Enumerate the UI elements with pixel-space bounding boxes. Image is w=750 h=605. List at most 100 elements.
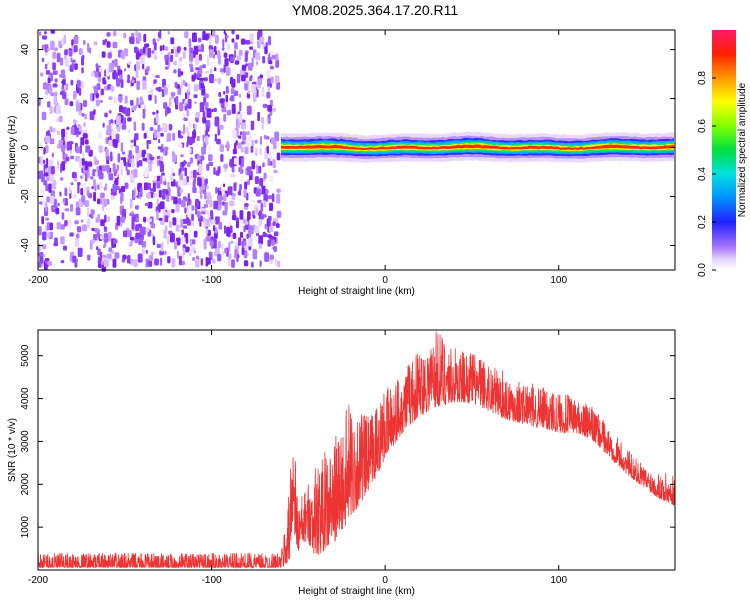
spectrogram-noise-cell <box>231 214 237 221</box>
spectrogram-noise-cell <box>129 236 135 241</box>
spectrogram-noise-cell <box>87 42 90 53</box>
spectrogram-noise-cell <box>87 161 93 167</box>
x-tick-label: 100 <box>550 275 567 286</box>
spectrogram-noise-cell <box>192 169 197 179</box>
spectrogram-noise-cell <box>57 130 60 136</box>
spectrogram-noise-cell <box>131 210 134 218</box>
y-tick-label: 2000 <box>20 473 31 496</box>
spectrogram-noise-cell <box>110 119 114 124</box>
spectrogram-noise-cell <box>135 70 139 79</box>
spectrogram-noise-cell <box>158 160 164 165</box>
spectrogram-noise-cell <box>155 75 160 78</box>
spectrogram-noise-cell <box>206 163 210 171</box>
spectrogram-noise-cell <box>200 208 206 212</box>
spectrogram-noise-cell <box>243 225 246 232</box>
spectrogram-noise-cell <box>146 140 149 150</box>
spectrogram-noise-cell <box>262 233 268 238</box>
spectrogram-noise-cell <box>54 91 58 97</box>
spectrogram-noise-cell <box>91 227 95 232</box>
spectrogram-noise-cell <box>81 112 85 117</box>
spectrogram-noise-cell <box>164 46 169 51</box>
spectrogram-noise-cell <box>47 47 51 52</box>
spectrogram-noise-cell <box>185 236 189 244</box>
spectrogram-noise-cell <box>106 253 112 259</box>
spectrogram-noise-cell <box>64 98 69 106</box>
spectrogram-noise-cell <box>124 95 128 104</box>
spectrogram-noise-cell <box>223 183 226 188</box>
spectrogram-noise-cell <box>209 37 212 45</box>
spectrogram-noise-cell <box>137 223 142 228</box>
spectrogram-noise-cell <box>217 77 222 85</box>
spectrogram-noise-cell <box>259 260 262 267</box>
spectrogram-noise-cell <box>102 244 106 249</box>
spectrogram-noise-cell <box>253 249 258 255</box>
spectrogram-noise-cell <box>232 232 237 239</box>
spectrogram-noise-cell <box>85 173 88 182</box>
spectrogram-noise-cell <box>205 236 211 242</box>
spectrogram-noise-cell <box>101 165 106 172</box>
spectrogram-noise-cell <box>225 86 229 94</box>
spectrogram-noise-cell <box>255 152 258 156</box>
spectrogram-noise-cell <box>176 95 179 106</box>
spectrogram-noise-cell <box>243 240 247 246</box>
spectrogram-noise-cell <box>142 108 146 119</box>
spectrogram-noise-cell <box>65 83 69 91</box>
spectrogram-noise-cell <box>126 255 131 264</box>
spectrogram-noise-cell <box>206 108 212 118</box>
spectrogram-noise-cell <box>131 158 135 168</box>
spectrogram-noise-cell <box>176 237 181 246</box>
spectrogram-noise-cell <box>195 198 200 208</box>
spectrogram-noise-cell <box>70 45 74 50</box>
spectrogram-noise-cell <box>182 225 188 229</box>
spectrogram-noise-cell <box>63 34 66 44</box>
spectrogram-noise-cell <box>50 106 53 114</box>
spectrogram-noise-cell <box>197 154 201 161</box>
spectrogram-noise-cell <box>46 130 51 136</box>
spectrogram-noise-cell <box>224 101 229 108</box>
spectrogram-noise-cell <box>159 175 163 184</box>
spectrogram-noise-cell <box>138 237 143 245</box>
spectrogram-noise-cell <box>73 90 77 99</box>
spectrogram-noise-cell <box>244 83 248 91</box>
spectrogram-noise-cell <box>239 113 243 124</box>
snr-y-axis-label: SNR (10 * v/v) <box>7 418 18 482</box>
spectrogram-noise-cell <box>216 195 222 201</box>
spectrogram-noise-cell <box>243 260 249 267</box>
spectrogram-noise-cell <box>102 80 107 85</box>
spectrogram-noise-cell <box>64 208 70 212</box>
spectrogram-noise-cell <box>78 48 83 55</box>
spectrogram-noise-cell <box>90 209 95 215</box>
spectrogram-noise-cell <box>257 53 260 59</box>
spectrogram-noise-cell <box>221 196 224 201</box>
spectrogram-noise-cell <box>168 187 171 197</box>
spectrogram-noise-cell <box>261 121 264 131</box>
spectrogram-noise-cell <box>185 246 190 253</box>
spectrogram-noise-cell <box>50 40 55 50</box>
spectrogram-noise-cell <box>213 167 216 175</box>
spectrogram-noise-cell <box>130 139 134 143</box>
y-tick-label: 40 <box>20 44 31 56</box>
spectrogram-noise-cell <box>185 92 187 100</box>
spectrogram-noise-cell <box>223 91 226 95</box>
spectrogram-noise-cell <box>93 85 98 90</box>
spectrogram-noise-cell <box>218 124 224 130</box>
spectrogram-noise-cell <box>259 36 265 43</box>
spectrogram-noise-cell <box>55 164 58 172</box>
spectrogram-noise-cell <box>104 165 110 172</box>
spectrogram-noise-cell <box>192 181 196 189</box>
spectrogram-noise-cell <box>273 169 278 174</box>
spectrogram-noise-cell <box>213 107 217 113</box>
spectrogram-noise-cell <box>96 241 99 246</box>
spectrogram-noise-cell <box>80 188 84 196</box>
spectrogram-noise-cell <box>247 216 250 222</box>
spectrogram-noise-cell <box>209 201 213 208</box>
spectrogram-noise-cell <box>241 240 245 249</box>
spectrogram-noise-cell <box>87 254 91 261</box>
spectrogram-noise-cell <box>53 47 59 52</box>
spectrogram-noise-cell <box>139 187 143 197</box>
spectrogram-noise-cell <box>199 65 203 75</box>
spectrogram-noise-cell <box>246 131 250 136</box>
spectrogram-noise-cell <box>76 133 79 138</box>
spectrogram-noise-cell <box>93 156 97 162</box>
